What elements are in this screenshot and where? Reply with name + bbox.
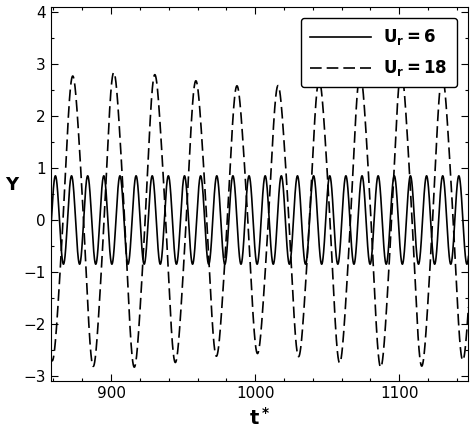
$\mathbf{U_r}$$\mathbf{=6}$ — [380, 227, 386, 233]
$\mathbf{U_r}$$\mathbf{=6}$ — [295, 174, 301, 179]
$\mathbf{U_r}$$\mathbf{=18}$ — [295, 353, 301, 358]
$\mathbf{U_r}$$\mathbf{=6}$ — [53, 173, 58, 178]
$\mathbf{U_r}$$\mathbf{=18}$ — [199, 137, 205, 142]
$\mathbf{U_r}$$\mathbf{=6}$ — [199, 179, 205, 184]
$\mathbf{U_r}$$\mathbf{=18}$ — [465, 304, 471, 309]
$\mathbf{U_r}$$\mathbf{=18}$ — [69, 76, 74, 82]
$\mathbf{U_r}$$\mathbf{=18}$ — [357, 72, 363, 77]
Line: $\mathbf{U_r}$$\mathbf{=6}$: $\mathbf{U_r}$$\mathbf{=6}$ — [51, 176, 468, 264]
$\mathbf{U_r}$$\mathbf{=18}$ — [48, 352, 54, 358]
$\mathbf{U_r}$$\mathbf{=6}$ — [48, 230, 54, 236]
Legend: $\bf{U_r}$$\bf{=6}$, $\bf{U_r}$$\bf{=18}$: $\bf{U_r}$$\bf{=6}$, $\bf{U_r}$$\bf{=18}… — [301, 18, 456, 87]
$\mathbf{U_r}$$\mathbf{=18}$ — [378, 365, 383, 370]
$\mathbf{U_r}$$\mathbf{=6}$ — [313, 194, 319, 199]
$\mathbf{U_r}$$\mathbf{=18}$ — [380, 355, 386, 361]
$\mathbf{U_r}$$\mathbf{=6}$ — [357, 181, 363, 186]
X-axis label: $\mathbf{t^*}$: $\mathbf{t^*}$ — [249, 407, 270, 428]
$\mathbf{U_r}$$\mathbf{=18}$ — [111, 70, 117, 75]
$\mathbf{U_r}$$\mathbf{=18}$ — [313, 97, 319, 102]
$\mathbf{U_r}$$\mathbf{=6}$ — [157, 262, 163, 267]
Y-axis label: Y: Y — [6, 176, 18, 194]
$\mathbf{U_r}$$\mathbf{=6}$ — [69, 173, 74, 178]
$\mathbf{U_r}$$\mathbf{=6}$ — [465, 254, 471, 259]
Line: $\mathbf{U_r}$$\mathbf{=18}$: $\mathbf{U_r}$$\mathbf{=18}$ — [51, 72, 468, 367]
